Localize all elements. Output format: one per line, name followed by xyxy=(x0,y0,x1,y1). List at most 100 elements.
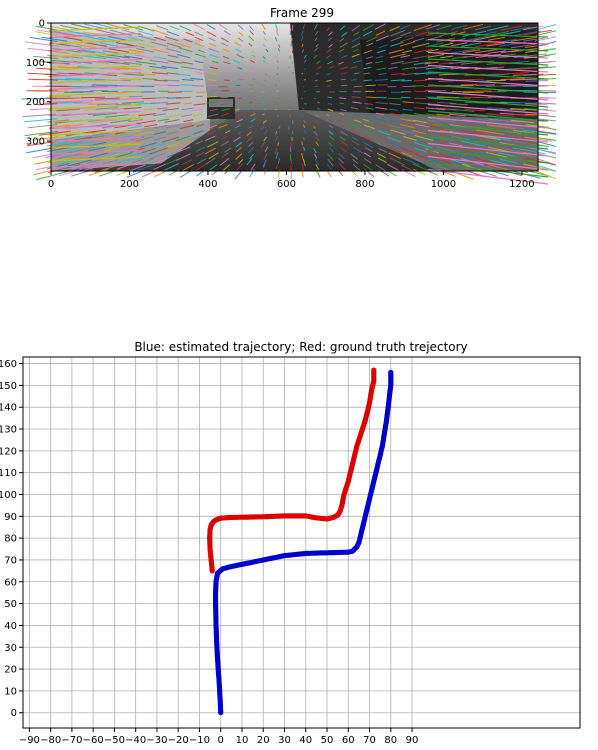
flow-line xyxy=(236,53,244,59)
flow-line xyxy=(399,37,414,43)
flow-line xyxy=(224,147,232,153)
y-tick-label: 0 xyxy=(11,708,17,719)
y-tick-label: 30 xyxy=(4,643,17,654)
flow-line xyxy=(263,153,268,160)
flow-line xyxy=(390,53,406,58)
flow-line xyxy=(47,108,72,112)
flow-line xyxy=(352,158,359,164)
flow-line xyxy=(221,108,230,112)
flow-line xyxy=(512,147,546,155)
flow-line xyxy=(250,59,255,64)
flow-line xyxy=(340,78,346,81)
flow-line xyxy=(413,24,432,32)
flow-line xyxy=(326,79,332,82)
flow-line xyxy=(301,114,304,117)
flow-line xyxy=(209,108,218,112)
flow-line xyxy=(249,153,254,160)
flow-line xyxy=(276,73,279,76)
flow-line xyxy=(522,163,557,172)
flow-line xyxy=(138,25,155,32)
flow-line xyxy=(262,119,267,124)
flow-line xyxy=(536,158,557,166)
flow-line xyxy=(262,56,266,59)
flow-line xyxy=(425,66,446,70)
flow-line xyxy=(350,124,360,129)
flow-line xyxy=(388,108,398,111)
flow-line xyxy=(276,29,279,36)
image-ticks: 0 200 400 600 800 1000 1200 0 100 200 300 xyxy=(26,19,535,191)
flow-line xyxy=(115,42,133,47)
y-tick-label: 50 xyxy=(4,599,17,610)
flow-line xyxy=(108,35,130,42)
flow-line xyxy=(235,102,243,105)
flow-line xyxy=(375,60,384,64)
flow-line xyxy=(439,62,453,65)
flow-line xyxy=(157,118,170,122)
flow-line xyxy=(260,125,265,130)
flow-line xyxy=(450,48,476,54)
flow-line xyxy=(316,101,320,104)
flow-line xyxy=(350,66,358,69)
flow-line xyxy=(196,72,205,75)
flow-line xyxy=(499,158,518,164)
flow-line xyxy=(166,42,182,48)
flow-line xyxy=(488,36,506,41)
flow-line xyxy=(122,73,144,76)
x-tick-label: 70 xyxy=(363,735,376,746)
flow-line xyxy=(353,72,360,75)
flow-line xyxy=(487,146,510,153)
flow-line xyxy=(195,53,207,58)
flow-line xyxy=(350,153,359,160)
flow-line xyxy=(326,73,331,76)
flow-line xyxy=(427,129,549,143)
flow-line xyxy=(301,163,305,171)
flow-line xyxy=(48,45,142,52)
flow-line xyxy=(83,55,107,60)
flow-line xyxy=(219,157,230,166)
flow-line xyxy=(449,108,475,112)
flow-line xyxy=(161,136,180,143)
flow-line xyxy=(223,30,231,36)
flow-line xyxy=(278,79,281,82)
flow-line xyxy=(375,112,385,116)
flow-line xyxy=(400,147,418,155)
flow-line xyxy=(175,153,191,161)
flow-line xyxy=(403,136,417,141)
flow-line xyxy=(362,23,374,32)
flow-line xyxy=(194,31,204,37)
flow-line xyxy=(46,96,72,98)
flow-line xyxy=(338,61,344,65)
flow-line xyxy=(220,96,229,99)
x-tick-label: −40 xyxy=(125,735,146,746)
flow-line xyxy=(88,169,108,176)
flow-line xyxy=(48,143,142,149)
flow-line xyxy=(427,51,549,59)
flow-line xyxy=(275,152,279,159)
flow-line xyxy=(314,79,318,82)
flow-line xyxy=(460,140,486,147)
flow-line xyxy=(24,130,58,137)
flow-line xyxy=(376,152,386,159)
flow-line xyxy=(248,125,253,129)
flow-line xyxy=(180,84,194,86)
flow-line xyxy=(99,42,119,47)
flow-line xyxy=(399,24,411,30)
flow-line xyxy=(163,79,180,82)
flow-line xyxy=(262,96,266,99)
flow-line xyxy=(64,124,84,128)
flow-line xyxy=(260,141,266,148)
flow-line xyxy=(424,136,441,141)
flow-line xyxy=(124,43,145,49)
x-tick-label: 200 xyxy=(120,179,139,190)
flow-line xyxy=(153,131,167,135)
flow-line xyxy=(165,114,181,118)
flow-line xyxy=(235,48,242,53)
flow-line xyxy=(237,130,243,135)
flow-line xyxy=(135,152,156,161)
flow-line xyxy=(537,73,557,76)
flow-line xyxy=(351,170,359,178)
flow-line xyxy=(121,67,142,71)
flow-line xyxy=(207,124,218,129)
flow-line xyxy=(262,30,266,35)
flow-line xyxy=(427,45,549,52)
